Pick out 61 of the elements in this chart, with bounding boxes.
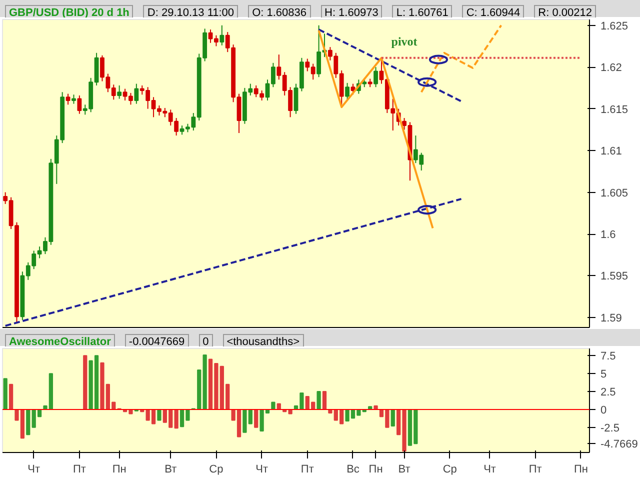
text: D: 29.10.13 11:00	[147, 6, 234, 20]
candlestick	[374, 66, 378, 88]
bar	[174, 408, 178, 429]
y-tick-label: 1.595	[600, 270, 628, 283]
x-tick-label: Пн	[112, 464, 126, 476]
y-tick-label: 1.62	[600, 62, 622, 74]
x-tick-label: Ср	[442, 464, 457, 476]
candlestick	[117, 84, 122, 100]
bar	[316, 391, 321, 410]
bar	[3, 378, 8, 410]
x-tick-label: Пн	[368, 464, 383, 476]
text: 0	[202, 335, 209, 349]
candlestick	[77, 94, 82, 114]
x-tick-label: Чт	[28, 464, 40, 476]
bar	[26, 408, 30, 436]
text: O: 1.60836	[252, 6, 306, 20]
text: L: 1.60761	[396, 6, 448, 20]
bar	[271, 402, 276, 410]
y-tick-label: 1.59	[600, 312, 622, 324]
y-tick-label: 2.5	[600, 386, 616, 399]
y-tick-label: 1.625	[600, 20, 628, 32]
text: -0.0047669	[128, 335, 185, 349]
candlestick	[72, 94, 76, 104]
y-tick-label: -2.5	[600, 422, 620, 434]
y-tick-label: 1.61	[600, 146, 622, 158]
y-tick-label: -4.7669	[600, 438, 638, 451]
bar	[83, 355, 88, 410]
x-tick-label: Чт	[484, 464, 496, 476]
bar	[322, 391, 327, 410]
annotation: pivot	[391, 34, 418, 49]
y-tick-label: 0	[600, 404, 607, 416]
bar	[390, 408, 395, 426]
x-tick-label: Пн	[574, 464, 588, 476]
x-tick-label: Вт	[398, 464, 410, 476]
text: R: 0.00212	[538, 6, 592, 20]
bar	[254, 408, 258, 428]
text: <thousandths>	[226, 335, 300, 349]
chart-title: AwesomeOscillator	[9, 335, 111, 349]
x-tick-label: Пт	[528, 464, 542, 476]
candlestick	[345, 82, 350, 100]
line-series	[318, 29, 434, 230]
text: H: 1.60973	[324, 6, 378, 20]
x-tick-label: Ср	[209, 464, 224, 476]
y-tick-label: 1.605	[600, 187, 628, 200]
x-tick-label: Пт	[72, 464, 86, 476]
y-tick-label: 1.615	[600, 104, 628, 116]
bar	[157, 408, 162, 421]
chart-title: GBP/USD (BID) 20 d 1h	[9, 6, 130, 20]
candlestick	[220, 24, 224, 46]
candlestick	[66, 93, 70, 106]
y-tick-label: 7.5	[600, 350, 616, 363]
x-tick-label: Пт	[300, 464, 314, 476]
text: C: 1.60944	[466, 6, 520, 20]
x-tick-label: Вс	[346, 464, 360, 476]
x-tick-label: Чт	[256, 464, 268, 476]
y-tick-label: 1.6	[600, 229, 616, 242]
candlestick	[134, 83, 139, 104]
bar	[8, 384, 14, 410]
x-tick-label: Вт	[164, 464, 177, 476]
line-series	[420, 24, 502, 94]
y-tick-label: 5	[600, 368, 607, 381]
